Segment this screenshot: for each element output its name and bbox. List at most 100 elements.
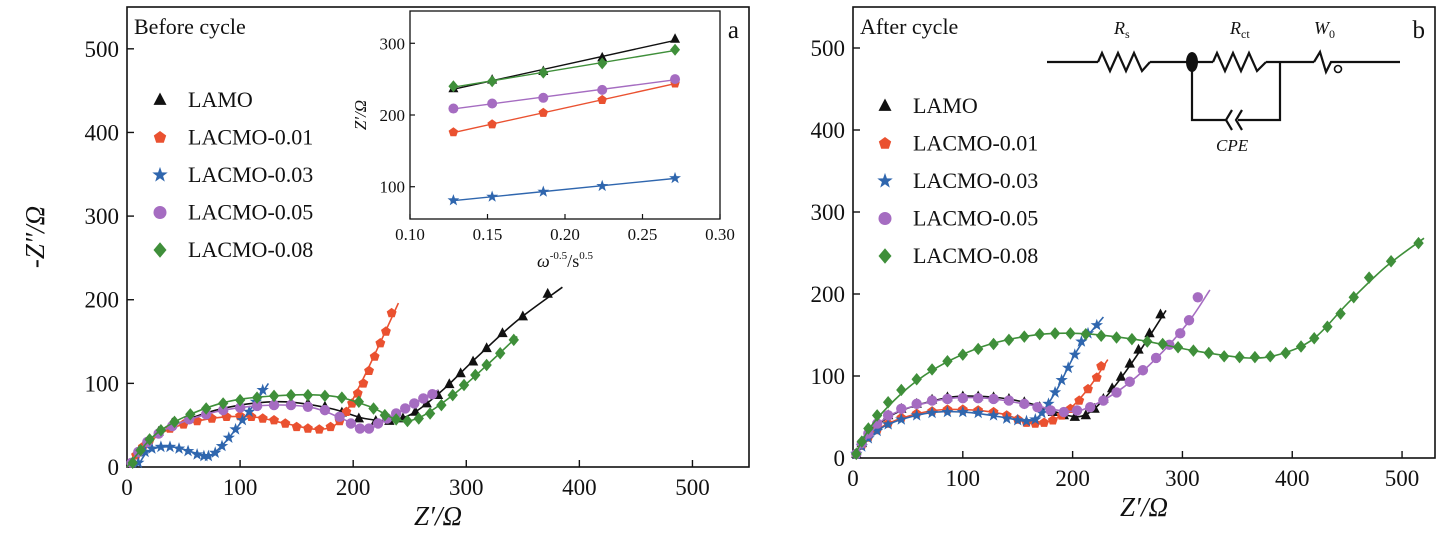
label-cpe: CPE — [1216, 136, 1249, 155]
data-point-lacmo-0-08 — [285, 388, 297, 402]
inset-point-lacmo-0-01 — [448, 127, 459, 137]
legend-label: LACMO-0.08 — [188, 237, 313, 262]
data-point-lacmo-0-08 — [1249, 350, 1261, 364]
data-point-lacmo-0-08 — [379, 408, 391, 422]
data-point-lacmo-0-08 — [1203, 346, 1214, 360]
data-point-lacmo-0-03 — [925, 406, 939, 419]
legend-marker-lacmo-0-05 — [878, 212, 892, 225]
data-point-lacmo-0-08 — [1034, 327, 1045, 341]
data-point-lacmo-0-05 — [1058, 406, 1070, 418]
data-point-lacmo-0-08 — [144, 433, 155, 446]
data-point-lacmo-0-03 — [190, 448, 204, 460]
y-tick-label: 200 — [811, 282, 846, 307]
x-tick-label: 200 — [336, 475, 371, 500]
data-point-lacmo-0-08 — [1335, 307, 1346, 320]
inset-x-axis-label: ω-0.5/s0.5 — [537, 250, 593, 271]
data-point-lacmo-0-08 — [926, 363, 938, 376]
inset-point-lacmo-0-05 — [670, 74, 681, 85]
resistor-rct — [1211, 50, 1267, 74]
data-point-lacmo-0-05 — [988, 393, 999, 405]
inset-point-lacmo-0-05 — [538, 92, 549, 103]
data-point-lacmo-0-03 — [145, 442, 159, 454]
data-point-lacmo-0-05 — [1164, 339, 1175, 351]
data-point-lacmo-0-08 — [988, 337, 999, 351]
data-point-lacmo-0-05 — [1098, 395, 1109, 406]
data-point-lacmo-0-08 — [911, 373, 922, 386]
data-point-lacmo-0-03 — [1029, 413, 1042, 425]
data-point-lamo — [1144, 327, 1155, 338]
data-point-lacmo-0-03 — [987, 408, 1000, 421]
series-lamo — [126, 286, 563, 468]
data-point-lacmo-0-08 — [336, 391, 348, 404]
inset-x-axis-label-part: 0.5 — [579, 250, 593, 262]
data-point-lacmo-0-08 — [882, 396, 894, 409]
x-tick-label: 0 — [121, 475, 133, 500]
data-point-lacmo-0-05 — [1192, 292, 1204, 303]
label-rct-sub: ct — [1241, 27, 1250, 41]
data-point-lacmo-0-08 — [481, 358, 492, 372]
fit-line-lacmo-0-08 — [126, 335, 518, 468]
inset-y-tick-label: 100 — [380, 178, 406, 197]
data-point-lacmo-0-03 — [209, 446, 222, 458]
data-point-lacmo-0-03 — [882, 417, 895, 430]
x-axis-label: Z′/Ω — [1120, 492, 1168, 522]
label-rs: Rs — [1113, 18, 1130, 41]
data-point-lacmo-0-05 — [319, 404, 331, 416]
fit-line-lacmo-0-03 — [852, 316, 1105, 459]
data-point-lacmo-0-08 — [424, 407, 436, 420]
data-point-lacmo-0-03 — [181, 444, 195, 457]
data-point-lacmo-0-08 — [251, 391, 263, 404]
data-point-lacmo-0-08 — [856, 435, 867, 448]
data-point-lacmo-0-05 — [354, 423, 366, 434]
panel-letter: b — [1413, 17, 1426, 44]
data-point-lacmo-0-03 — [197, 449, 211, 462]
data-point-lacmo-0-05 — [1071, 405, 1083, 416]
data-point-lacmo-0-03 — [138, 445, 152, 458]
fit-line-lamo — [126, 286, 563, 468]
label-w0: W0 — [1314, 18, 1335, 41]
data-point-lacmo-0-03 — [1011, 413, 1024, 426]
cpe-element — [1224, 109, 1243, 131]
data-point-lacmo-0-08 — [871, 409, 883, 422]
data-point-lacmo-0-05 — [363, 423, 375, 434]
data-point-lacmo-0-01 — [1083, 383, 1093, 394]
panel-a-before-cycle: 0 100 200 300 400 500 0 100 200 300 400 500 Z′/Ω -Z″/… — [20, 6, 750, 531]
x-tick-label: 200 — [1055, 466, 1090, 491]
y-tick-label: 0 — [834, 446, 846, 471]
inset-point-lacmo-0-05 — [448, 103, 459, 114]
inset-point-lamo — [670, 33, 681, 43]
data-point-lacmo-0-08 — [1111, 331, 1122, 344]
label-w0-sub: 0 — [1329, 27, 1335, 41]
data-point-lacmo-0-01 — [314, 424, 325, 434]
inset-point-lacmo-0-08 — [487, 75, 498, 88]
data-point-lacmo-0-03 — [132, 456, 145, 469]
data-point-lacmo-0-05 — [1019, 398, 1030, 410]
x-tick-label: 0 — [847, 466, 859, 491]
label-rct: Rct — [1229, 18, 1250, 41]
data-point-lacmo-0-08 — [863, 422, 874, 435]
inset-y-tick-label: 200 — [380, 106, 406, 125]
data-point-lacmo-0-08 — [957, 348, 969, 361]
data-point-lacmo-0-08 — [1049, 327, 1061, 340]
data-point-lacmo-0-01 — [1096, 361, 1107, 371]
legend-label: LAMO — [188, 87, 253, 112]
fit-line-lamo — [852, 309, 1167, 459]
data-point-lacmo-0-03 — [172, 442, 186, 454]
equivalent-circuit: Rs Rct W0 CPE — [1047, 18, 1400, 155]
x-axis-label: Z′/Ω — [414, 501, 462, 531]
data-point-lacmo-0-05 — [302, 401, 314, 412]
data-point-lacmo-0-05 — [1183, 315, 1195, 326]
data-point-lacmo-0-01 — [386, 307, 397, 318]
data-point-lacmo-0-01 — [358, 378, 369, 388]
legend-marker-lacmo-0-05 — [153, 206, 167, 219]
data-point-lacmo-0-05 — [896, 403, 907, 414]
data-point-lacmo-0-08 — [447, 388, 458, 402]
data-point-lacmo-0-03 — [1000, 412, 1013, 424]
data-point-lamo — [467, 355, 479, 366]
data-point-lacmo-0-03 — [1062, 361, 1075, 374]
data-point-lacmo-0-01 — [1074, 395, 1085, 405]
data-point-lacmo-0-08 — [135, 444, 146, 457]
y-tick-label: 500 — [811, 36, 846, 61]
data-point-lacmo-0-08 — [1095, 329, 1107, 343]
data-point-lacmo-0-01 — [341, 406, 352, 416]
